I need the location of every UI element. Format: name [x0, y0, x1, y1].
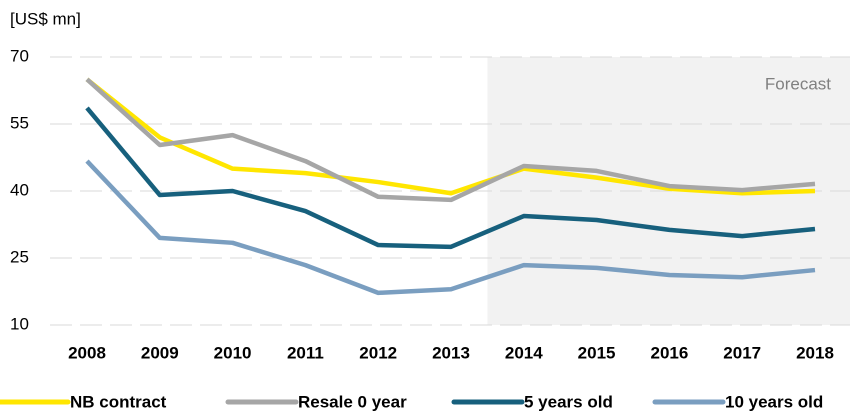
y-tick-label: 55	[10, 113, 29, 132]
x-tick-label: 2015	[578, 343, 616, 362]
y-tick-label: 70	[10, 46, 29, 65]
series-line	[85, 77, 816, 196]
legend-label: 10 years old	[725, 392, 823, 411]
x-tick-label: 2012	[359, 343, 397, 362]
legend-label: 5 years old	[524, 392, 613, 411]
y-tick-label: 25	[10, 247, 29, 266]
x-tick-label: 2008	[68, 343, 106, 362]
x-tick-label: 2013	[432, 343, 470, 362]
forecast-label: Forecast	[765, 74, 831, 93]
legend-label: Resale 0 year	[298, 392, 407, 411]
x-tick-label: 2017	[723, 343, 761, 362]
y-tick-label: 40	[10, 180, 29, 199]
x-tick-label: 2010	[214, 343, 252, 362]
series-line	[85, 77, 816, 203]
x-tick-label: 2018	[796, 343, 834, 362]
x-tick-label: 2011	[287, 343, 324, 362]
y-tick-label: 10	[10, 314, 29, 333]
y-axis-label: [US$ mn]	[10, 9, 81, 28]
x-tick-label: 2014	[505, 343, 543, 362]
legend-label: NB contract	[70, 392, 167, 411]
series-line	[85, 159, 816, 296]
x-tick-label: 2016	[650, 343, 688, 362]
series-line	[85, 106, 816, 250]
x-tick-label: 2009	[141, 343, 179, 362]
